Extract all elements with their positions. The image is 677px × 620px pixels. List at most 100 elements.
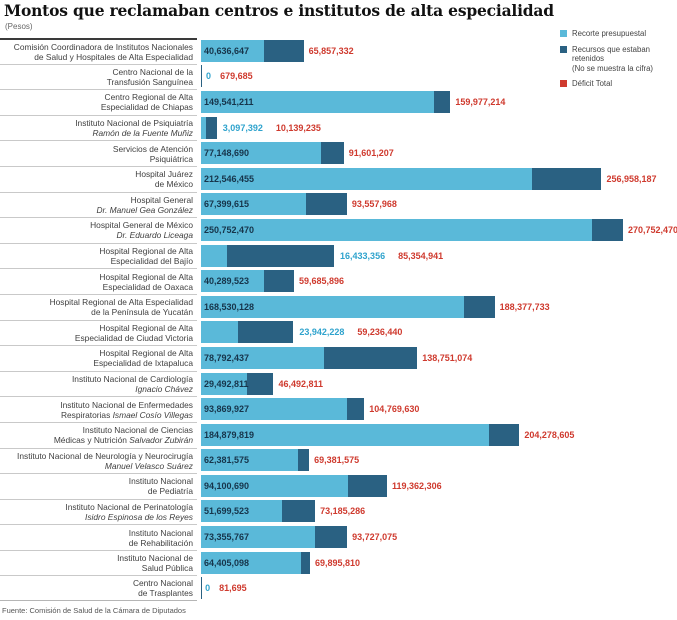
outside-values: 69,895,810 [315, 552, 360, 574]
row-label: Centro Nacional de Trasplantes [0, 575, 197, 602]
row-label-line: Dr. Eduardo Liceaga [116, 230, 193, 241]
chart-row: Hospital Regional de Alta Especialidad de… [0, 345, 677, 371]
row-label: Centro Regional de Alta Especialidad de C… [0, 89, 197, 115]
recursos-retenidos-bar [489, 423, 520, 446]
deficit-total-value: 91,601,207 [348, 148, 394, 159]
outside-values: 159,977,214 [455, 91, 505, 113]
deficit-total-value: 270,752,470 [628, 224, 677, 235]
row-label-line: Hospital Regional de Alta [99, 246, 193, 257]
row-label: Hospital Regional de Alta Especialidad de… [0, 293, 197, 320]
outside-values: 256,958,187 [607, 168, 657, 190]
row-bars: 73,355,767 93,727,075 [201, 524, 677, 550]
recorte-value-inside: 64,405,098 [204, 557, 250, 568]
row-label-line: Servicios de Atención [112, 143, 193, 154]
legend-item: Recursos que estaban retenidos (No se mue… [560, 45, 676, 74]
row-label-line: Transfusión Sanguínea [106, 76, 193, 87]
chart-row: Instituto Nacional de Rehabilitación 73,3… [0, 524, 677, 550]
row-label: Instituto Nacional de Enfermedades Respir… [0, 396, 197, 422]
row-label-line: de Salud y Hospitales de Alta Especialid… [34, 51, 193, 62]
outside-values: 104,769,630 [369, 398, 419, 420]
row-label: Hospital Regional de Alta Especialidad de… [0, 319, 197, 346]
row-bars: 40,289,523 59,685,896 [201, 268, 677, 294]
row-label-line: Ramón de la Fuente Muñiz [92, 128, 193, 139]
outside-values: 188,377,733 [500, 296, 550, 318]
outside-values: 23,942,228 59,236,440 [299, 321, 402, 343]
recursos-retenidos-bar [434, 90, 451, 113]
legend: Recorte presupuestal Recursos que estaban… [560, 29, 676, 89]
outside-values: 16,433,356 85,354,941 [340, 245, 443, 267]
row-bars: 0 679,685 [201, 64, 677, 90]
deficit-total-value: 138,751,074 [422, 352, 473, 363]
recursos-retenidos-bar [301, 551, 310, 574]
row-label-line: Instituto Nacional de Cardiología [71, 374, 193, 385]
row-bars: 93,869,927 104,769,630 [201, 396, 677, 422]
row-label: Instituto Nacional de Ciencias Médicas y … [0, 421, 197, 448]
row-label-line: Especialidad de Chiapas [100, 102, 193, 113]
row-bars: 51,699,523 73,185,286 [201, 499, 677, 525]
deficit-total-value: 81,695 [219, 583, 247, 594]
row-bars: 250,752,470 270,752,470 [201, 217, 677, 243]
chart-row: Hospital Regional de Alta Especialidad de… [0, 293, 677, 320]
recorte-presupuestal-bar [201, 346, 324, 369]
deficit-total-value: 93,557,968 [351, 199, 397, 210]
row-label-line: Especialidad del Bajío [110, 256, 193, 267]
deficit-total-value: 73,185,286 [320, 506, 366, 517]
deficit-total-value: 10,139,235 [275, 122, 321, 133]
deficit-total-value: 256,958,187 [606, 173, 657, 184]
chart-row: Hospital Regional de Alta Especialidad de… [0, 242, 677, 269]
recursos-retenidos-bar [264, 39, 304, 62]
row-label-line: Especialidad de Oaxaca [102, 281, 193, 292]
recorte-value-outside: 16,433,356 [340, 250, 386, 261]
legend-label: Recorte presupuestal [572, 29, 647, 38]
row-label-line: Instituto Nacional de [117, 553, 193, 564]
recorte-value-outside: 3,097,392 [222, 122, 263, 133]
row-bars: 212,546,455 256,958,187 [201, 166, 677, 192]
recorte-value-outside: 23,942,228 [299, 327, 345, 338]
row-bars: 3,097,392 10,139,235 [201, 115, 677, 141]
deficit-total-value: 65,857,332 [308, 45, 354, 56]
row-label-line: Instituto Nacional de Perinatología [65, 501, 193, 512]
legend-swatch-icon [560, 80, 567, 87]
recorte-presupuestal-bar [201, 449, 299, 472]
deficit-total-value: 69,895,810 [314, 557, 360, 568]
recursos-retenidos-bar [298, 449, 310, 472]
recorte-presupuestal-bar [201, 193, 307, 216]
recursos-retenidos-bar [205, 116, 217, 139]
recorte-value-inside: 51,699,523 [204, 506, 250, 517]
row-bars: 168,530,128 188,377,733 [201, 294, 677, 320]
chart-row: Instituto Nacional de Perinatología Isidr… [0, 498, 677, 525]
outside-values: 59,685,896 [299, 270, 344, 292]
recorte-value-inside: 94,100,690 [204, 480, 250, 491]
row-label: Hospital General Dr. Manuel Gea González [0, 191, 197, 218]
outside-values: 91,601,207 [349, 142, 394, 164]
recorte-presupuestal-bar [201, 500, 282, 523]
recorte-presupuestal-bar [201, 423, 490, 446]
recursos-retenidos-bar [201, 65, 203, 88]
row-label: Hospital Regional de Alta Especialidad de… [0, 345, 197, 371]
row-label-line: Respiratorias Ismael Cosío Villegas [60, 409, 193, 420]
recorte-value-inside: 62,381,575 [204, 455, 250, 466]
deficit-total-value: 159,977,214 [455, 96, 506, 107]
row-label: Instituto Nacional de Pediatría [0, 473, 197, 499]
page-title: Montos que reclamaban centros e institut… [4, 1, 554, 20]
outside-values: 93,557,968 [352, 193, 397, 215]
chart-row: Comisión Coordinadora de Institutos Naci… [0, 38, 677, 64]
row-label: Instituto Nacional de Psiquiatría Ramón d… [0, 114, 197, 141]
chart-row: Centro Regional de Alta Especialidad de C… [0, 89, 677, 115]
row-label: Instituto Nacional de Salud Pública [0, 549, 197, 576]
recorte-presupuestal-bar [201, 270, 264, 293]
row-bars: 23,942,228 59,236,440 [201, 320, 677, 346]
recorte-presupuestal-bar [201, 321, 239, 344]
recorte-value-inside: 93,869,927 [204, 404, 250, 415]
outside-values: 69,381,575 [314, 449, 359, 471]
recursos-retenidos-bar [306, 193, 347, 216]
row-label-line: de Trasplantes [138, 588, 193, 599]
row-bars: 149,541,211 159,977,214 [201, 89, 677, 115]
recorte-value-inside: 168,530,128 [204, 301, 255, 312]
recursos-retenidos-bar [238, 321, 294, 344]
recursos-retenidos-bar [315, 526, 348, 549]
row-label-line: Hospital Juárez [135, 169, 193, 180]
deficit-total-value: 188,377,733 [499, 301, 550, 312]
outside-values: 270,752,470 [628, 219, 677, 241]
